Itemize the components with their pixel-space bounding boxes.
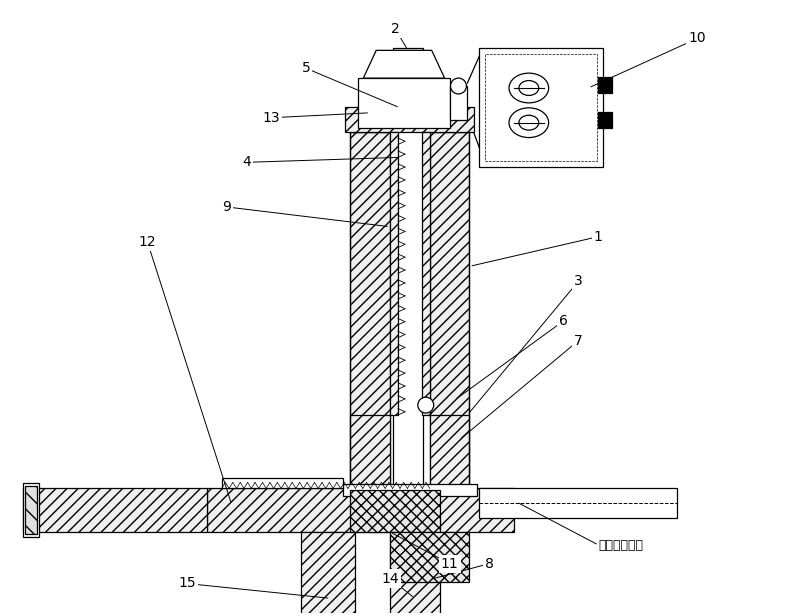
Bar	[598, 111, 612, 128]
Bar	[479, 49, 603, 168]
Bar	[390, 532, 470, 582]
Bar	[350, 490, 440, 532]
Text: 5: 5	[302, 61, 310, 75]
Bar	[346, 107, 474, 132]
Circle shape	[450, 78, 466, 94]
Bar	[479, 488, 678, 518]
Bar	[350, 415, 390, 488]
Text: 3: 3	[574, 274, 582, 288]
Bar	[450, 86, 467, 120]
Text: 4: 4	[242, 155, 250, 169]
Bar	[342, 484, 478, 496]
Bar	[486, 54, 598, 161]
Ellipse shape	[519, 115, 538, 130]
Ellipse shape	[519, 81, 538, 95]
Text: 13: 13	[262, 111, 280, 124]
Polygon shape	[363, 51, 445, 78]
Text: 8: 8	[485, 557, 494, 570]
Text: 12: 12	[138, 235, 156, 249]
Text: 9: 9	[222, 200, 231, 214]
Bar	[390, 132, 398, 415]
Text: 14: 14	[382, 572, 399, 586]
Bar	[350, 132, 390, 488]
Ellipse shape	[509, 73, 549, 103]
Circle shape	[418, 397, 434, 413]
Ellipse shape	[509, 108, 549, 137]
Bar	[390, 532, 440, 616]
Bar	[422, 132, 430, 415]
Bar	[358, 78, 450, 128]
Text: 7: 7	[574, 334, 582, 347]
Bar	[393, 49, 422, 488]
Bar	[301, 532, 355, 616]
Text: 1: 1	[594, 230, 602, 244]
Text: 2: 2	[390, 22, 399, 36]
Text: 展开定位支笼: 展开定位支笼	[598, 540, 643, 553]
Text: 10: 10	[689, 31, 706, 46]
Bar	[430, 132, 470, 488]
Text: 11: 11	[441, 557, 458, 570]
Bar	[206, 488, 514, 532]
Bar	[598, 77, 612, 93]
Bar	[430, 415, 470, 488]
Text: 15: 15	[178, 577, 196, 591]
Bar	[23, 488, 206, 532]
Bar	[23, 484, 39, 537]
Text: 6: 6	[559, 314, 568, 328]
Bar	[222, 479, 342, 488]
Bar	[26, 487, 38, 534]
